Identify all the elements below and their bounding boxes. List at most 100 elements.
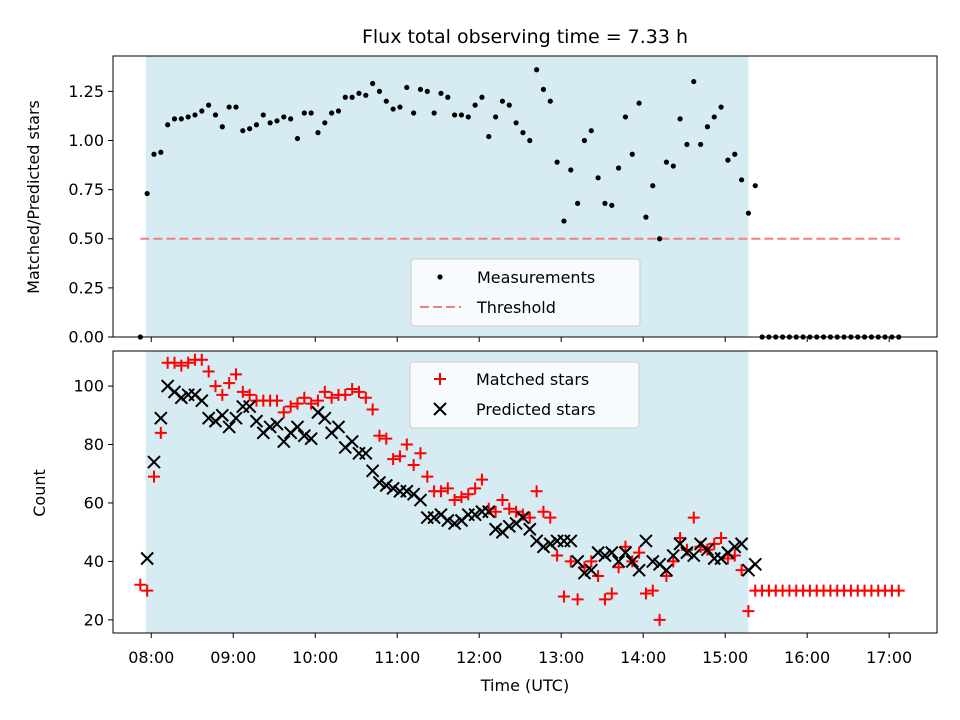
bottom-y-axis-label: Count xyxy=(30,469,49,517)
predicted-stars-points xyxy=(140,379,762,580)
predicted-star-point xyxy=(386,481,400,496)
predicted-star-point xyxy=(618,545,633,560)
predicted-star-point xyxy=(584,563,598,577)
measurement-point xyxy=(499,98,506,104)
predicted-star-point xyxy=(242,399,257,414)
measurement-point xyxy=(247,126,253,132)
predicted-star-point xyxy=(605,545,619,560)
matched-star-point xyxy=(270,394,283,407)
measurement-point xyxy=(158,149,164,155)
predicted-star-point xyxy=(215,408,230,422)
measurement-point xyxy=(370,80,376,87)
bottom-panel: 20 40 60 80 100 08:00 09:00 10:00 11:00 12:00 13:… xyxy=(30,350,938,695)
matched-star-point xyxy=(311,394,324,407)
predicted-star-point xyxy=(625,554,639,569)
matched-star-point xyxy=(298,391,311,404)
y-tick-label: 0.25 xyxy=(68,278,104,297)
measurement-point xyxy=(465,114,471,120)
matched-star-point xyxy=(318,385,331,398)
matched-star-point xyxy=(400,438,413,451)
predicted-star-point xyxy=(318,411,332,425)
matched-star-point xyxy=(708,537,721,550)
measurement-point xyxy=(575,200,581,206)
predicted-star-point xyxy=(229,411,243,425)
predicted-star-point xyxy=(536,540,551,554)
predicted-star-point xyxy=(447,516,462,531)
measurement-point xyxy=(663,159,670,165)
matched-star-point xyxy=(892,584,905,597)
matched-star-point xyxy=(352,385,365,398)
measurement-point xyxy=(520,130,526,136)
measurement-point xyxy=(438,90,444,96)
measurement-point xyxy=(274,118,280,124)
predicted-star-point xyxy=(290,420,305,434)
measurement-point xyxy=(349,94,355,100)
matched-star-point xyxy=(325,391,338,404)
measurement-point xyxy=(738,177,745,183)
predicted-star-point xyxy=(687,548,701,563)
measurement-point xyxy=(342,94,348,100)
matched-star-point xyxy=(229,368,242,381)
matched-star-point xyxy=(687,511,700,524)
matched-star-point xyxy=(605,587,618,600)
x-tick-label: 16:00 xyxy=(784,648,830,667)
matched-star-point xyxy=(592,570,605,583)
measurement-point xyxy=(506,102,512,108)
matched-star-point xyxy=(209,380,222,393)
measurement-point xyxy=(527,137,533,144)
matched-star-point xyxy=(421,470,434,483)
x-tick-label: 09:00 xyxy=(210,648,256,667)
predicted-star-point xyxy=(195,393,209,408)
predicted-star-point xyxy=(201,411,216,425)
predicted-star-point xyxy=(611,554,626,569)
measurement-point xyxy=(301,110,307,116)
matched-star-point xyxy=(585,555,598,568)
x-tick-label: 17:00 xyxy=(866,648,912,667)
matched-star-point xyxy=(216,388,229,401)
measurement-point xyxy=(547,98,553,104)
measurement-point xyxy=(711,114,717,120)
measurement-point xyxy=(670,163,676,169)
measurement-point xyxy=(588,128,594,134)
predicted-star-point xyxy=(646,554,660,569)
legend-matched: Matched stars xyxy=(476,370,589,389)
predicted-star-point xyxy=(734,537,749,551)
measurement-point xyxy=(288,116,294,122)
y-tick-label: 0.50 xyxy=(68,229,104,248)
measurement-point xyxy=(732,151,738,157)
measurement-point xyxy=(151,151,157,157)
measurement-point xyxy=(561,218,567,224)
matched-star-point xyxy=(653,613,666,626)
predicted-star-point xyxy=(523,522,537,536)
measurement-point xyxy=(493,114,499,120)
matched-star-point xyxy=(667,555,680,568)
measurement-point xyxy=(397,104,403,110)
legend-predicted-marker xyxy=(433,402,447,416)
y-tick-label: 1.25 xyxy=(68,82,104,101)
measurement-point xyxy=(602,200,608,206)
measurement-point xyxy=(404,84,410,91)
x-axis-label: Time (UTC) xyxy=(480,676,569,695)
predicted-star-point xyxy=(372,475,387,490)
top-legend-box xyxy=(410,258,641,327)
measurement-point xyxy=(390,106,396,112)
measurement-point xyxy=(431,110,437,116)
y-tick-label: 20 xyxy=(84,610,104,629)
matched-star-point xyxy=(277,406,290,419)
legend-matched-marker xyxy=(434,373,446,385)
matched-star-point xyxy=(346,382,359,395)
top-x-ticks xyxy=(150,337,890,342)
matched-star-point xyxy=(475,473,488,486)
predicted-star-point xyxy=(673,537,687,551)
predicted-star-point xyxy=(270,417,284,431)
measurement-point xyxy=(704,124,711,130)
measurement-point xyxy=(486,133,492,140)
predicted-star-point xyxy=(297,429,312,443)
matched-star-point xyxy=(434,485,447,498)
matched-star-point xyxy=(646,584,659,597)
predicted-star-point xyxy=(427,510,441,525)
measurement-point xyxy=(144,190,150,197)
measurement-point xyxy=(219,124,225,130)
matched-star-point xyxy=(339,388,352,401)
